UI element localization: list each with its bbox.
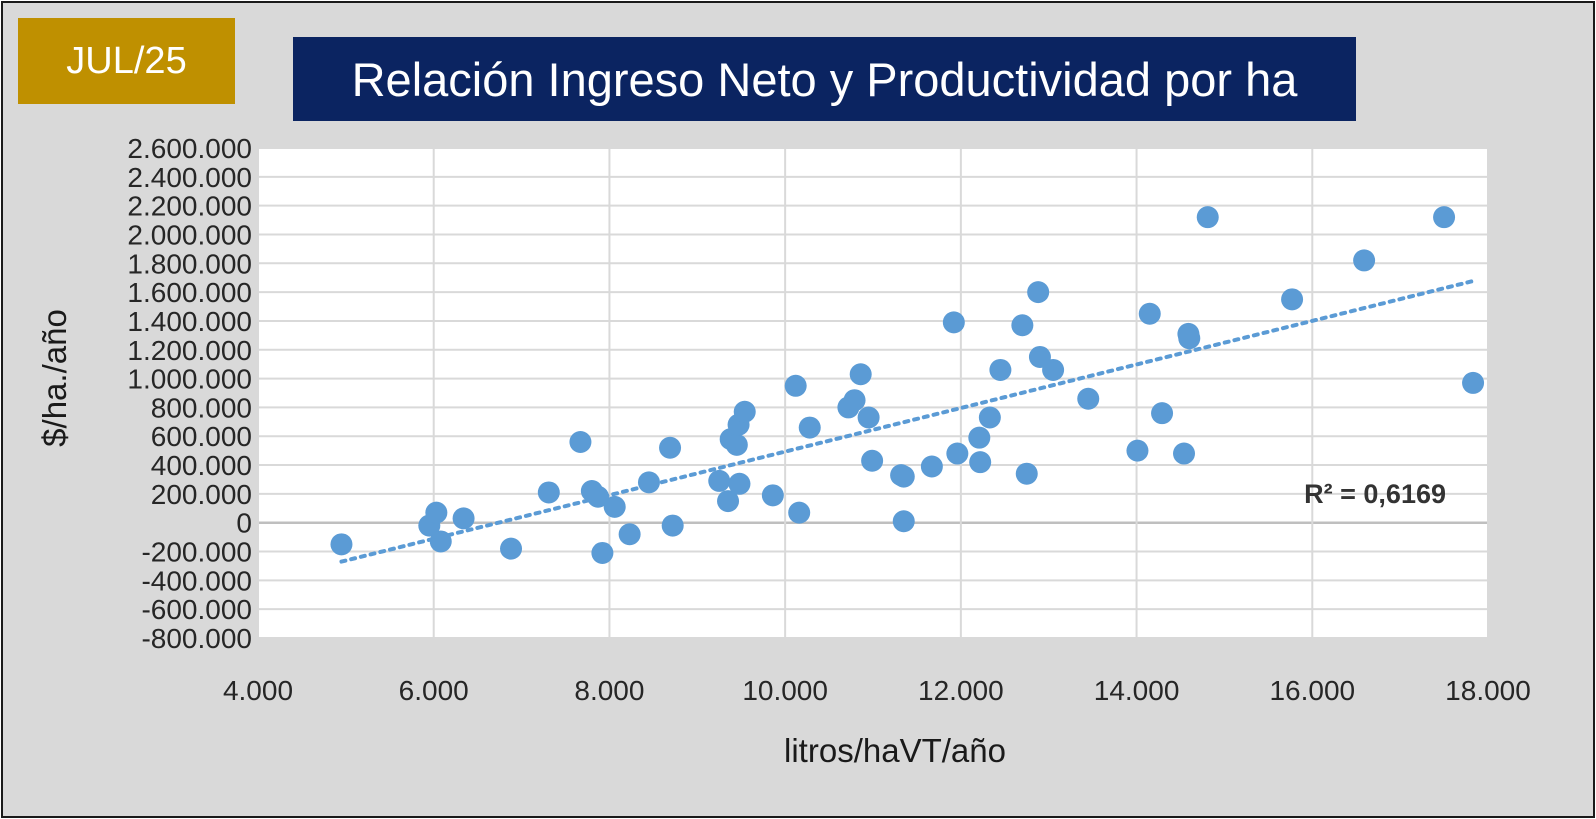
data-point (603, 495, 626, 518)
period-badge-label: JUL/25 (66, 39, 187, 82)
data-point (537, 481, 560, 504)
data-point (708, 469, 731, 492)
data-point (989, 358, 1012, 381)
data-point (969, 451, 992, 474)
plot-area (258, 148, 1488, 638)
data-point (587, 485, 610, 508)
y-tick-label: 1.200.000 (127, 335, 252, 366)
data-point (725, 433, 748, 456)
data-point (452, 507, 475, 530)
data-point (1027, 281, 1050, 304)
r-squared-label: R² = 0,6169 (1304, 479, 1446, 509)
data-point (1353, 249, 1376, 272)
y-tick-label: 2.600.000 (127, 133, 252, 164)
data-point (637, 471, 660, 494)
x-tick-label: 4.000 (223, 675, 293, 706)
data-point (1138, 302, 1161, 325)
data-point (425, 501, 448, 524)
data-point (1462, 371, 1485, 394)
y-tick-label: 400.000 (151, 450, 252, 481)
data-point (1173, 442, 1196, 465)
data-point (618, 523, 641, 546)
y-axis-title: $/ha./año (36, 309, 73, 447)
y-tick-label: 600.000 (151, 421, 252, 452)
y-tick-label: 1.600.000 (127, 277, 252, 308)
y-tick-label: 200.000 (151, 479, 252, 510)
y-tick-label: 2.400.000 (127, 162, 252, 193)
y-tick-label: 1.400.000 (127, 306, 252, 337)
data-point (1042, 358, 1065, 381)
data-point (788, 501, 811, 524)
data-point (591, 541, 614, 564)
data-point (942, 311, 965, 334)
x-tick-label: 8.000 (574, 675, 644, 706)
data-point (1015, 462, 1038, 485)
data-point (330, 533, 353, 556)
data-point (1126, 439, 1149, 462)
data-point (500, 537, 523, 560)
data-point (1077, 387, 1100, 410)
y-tick-label: 1.000.000 (127, 364, 252, 395)
data-point (849, 363, 872, 386)
data-point (733, 400, 756, 423)
data-point (761, 484, 784, 507)
data-point (892, 465, 915, 488)
x-tick-label: 10.000 (742, 675, 828, 706)
data-point (1011, 314, 1034, 337)
chart-title: Relación Ingreso Neto y Productividad po… (351, 52, 1298, 106)
y-tick-label: -200.000 (141, 537, 252, 568)
chart-title-banner: Relación Ingreso Neto y Productividad po… (293, 37, 1356, 121)
y-axis-ticks: 2.600.0002.400.0002.200.0002.000.0001.80… (127, 133, 252, 654)
data-point (728, 472, 751, 495)
data-point (661, 514, 684, 537)
y-tick-label: 2.000.000 (127, 219, 252, 250)
x-axis-title: litros/haVT/año (784, 732, 1006, 769)
data-point (659, 436, 682, 459)
x-tick-label: 14.000 (1094, 675, 1180, 706)
data-point (429, 530, 452, 553)
y-tick-label: 2.200.000 (127, 191, 252, 222)
y-tick-label: 0 (236, 508, 252, 539)
data-point (784, 374, 807, 397)
data-point (1281, 288, 1304, 311)
y-tick-label: 800.000 (151, 392, 252, 423)
data-point (798, 416, 821, 439)
data-point (946, 442, 969, 465)
x-axis-ticks: 4.000 6.000 8.000 10.000 12.000 14.000 16.000 1… (223, 675, 1531, 706)
trendline (339, 278, 1477, 564)
data-points (330, 206, 1485, 564)
data-point (892, 510, 915, 533)
data-point (717, 490, 740, 513)
x-tick-label: 12.000 (918, 675, 1004, 706)
data-point (968, 426, 991, 449)
gridlines (257, 147, 1489, 639)
data-point (1151, 402, 1174, 425)
data-point (861, 449, 884, 472)
x-tick-label: 16.000 (1269, 675, 1355, 706)
y-tick-label: -400.000 (141, 565, 252, 596)
data-point (978, 406, 1001, 429)
data-point (1196, 206, 1219, 229)
data-point (843, 389, 866, 412)
y-tick-label: 1.800.000 (127, 248, 252, 279)
y-tick-label: -800.000 (141, 623, 252, 654)
data-point (1178, 327, 1201, 350)
period-badge: JUL/25 (18, 18, 235, 104)
data-point (857, 406, 880, 429)
x-tick-label: 18.000 (1445, 675, 1531, 706)
data-point (920, 455, 943, 478)
x-tick-label: 6.000 (399, 675, 469, 706)
data-point (569, 431, 592, 453)
data-point (1433, 206, 1456, 229)
y-tick-label: -600.000 (141, 594, 252, 625)
